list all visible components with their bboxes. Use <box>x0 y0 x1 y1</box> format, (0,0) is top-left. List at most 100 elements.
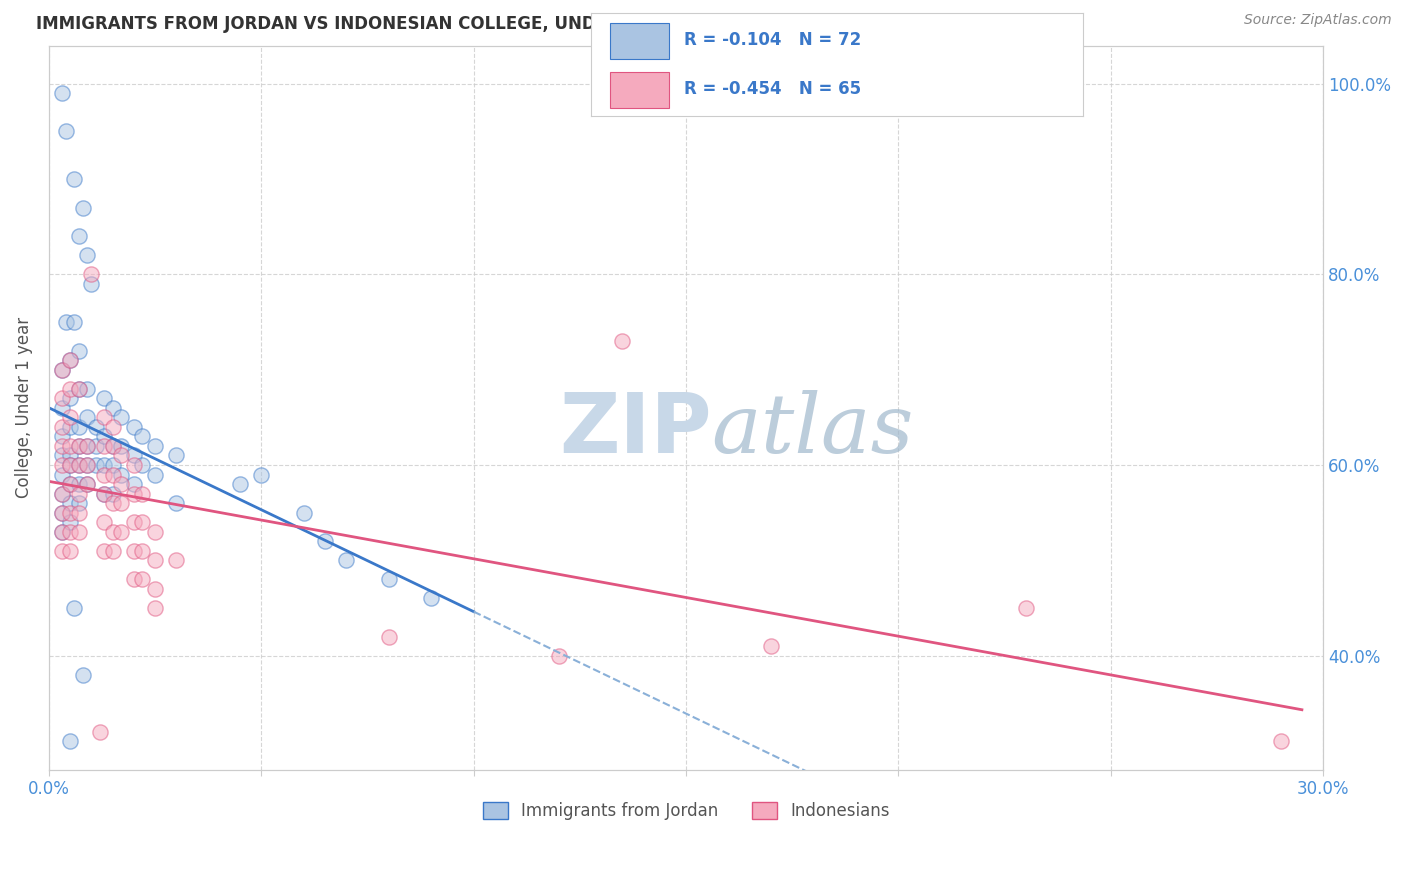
Point <box>72 667 94 681</box>
Point <box>59 420 82 434</box>
Point <box>51 362 73 376</box>
Point <box>143 553 166 567</box>
Point <box>131 573 153 587</box>
Point <box>229 477 252 491</box>
Point <box>93 486 115 500</box>
Point <box>51 543 73 558</box>
Point <box>76 439 98 453</box>
Point <box>110 477 132 491</box>
Point <box>67 458 90 472</box>
Point <box>93 392 115 406</box>
Point <box>143 439 166 453</box>
Point <box>143 601 166 615</box>
Point <box>122 486 145 500</box>
Point <box>67 496 90 510</box>
Point <box>101 524 124 539</box>
Point <box>59 477 82 491</box>
Point <box>122 449 145 463</box>
Point <box>131 458 153 472</box>
Point <box>59 382 82 396</box>
Point <box>250 467 273 482</box>
Point <box>122 543 145 558</box>
Text: Source: ZipAtlas.com: Source: ZipAtlas.com <box>1244 13 1392 28</box>
Point <box>122 458 145 472</box>
Point <box>143 467 166 482</box>
Point <box>59 458 82 472</box>
Point <box>51 87 73 101</box>
Point <box>84 420 107 434</box>
Point <box>110 439 132 453</box>
Point <box>51 486 73 500</box>
Point <box>165 553 187 567</box>
Point <box>59 734 82 748</box>
Point <box>612 334 634 348</box>
Point <box>76 477 98 491</box>
Point <box>131 515 153 529</box>
Point <box>101 543 124 558</box>
Point <box>420 591 443 606</box>
Point <box>59 449 82 463</box>
Point <box>67 382 90 396</box>
Point <box>51 458 73 472</box>
Point <box>51 486 73 500</box>
Point <box>292 506 315 520</box>
Point <box>93 458 115 472</box>
Text: IMMIGRANTS FROM JORDAN VS INDONESIAN COLLEGE, UNDER 1 YEAR CORRELATION CHART: IMMIGRANTS FROM JORDAN VS INDONESIAN COL… <box>37 15 897 33</box>
Point <box>76 458 98 472</box>
Point <box>101 496 124 510</box>
Point <box>59 477 82 491</box>
Point <box>51 401 73 415</box>
Point <box>51 362 73 376</box>
Point <box>759 639 782 653</box>
Point <box>84 439 107 453</box>
Point <box>335 553 357 567</box>
Point <box>67 229 90 244</box>
Point <box>76 382 98 396</box>
Point <box>67 524 90 539</box>
Point <box>67 439 90 453</box>
Point <box>122 420 145 434</box>
Bar <box>610 72 669 108</box>
Point <box>165 496 187 510</box>
Point <box>101 486 124 500</box>
Point <box>51 467 73 482</box>
Point <box>59 496 82 510</box>
Point <box>51 439 73 453</box>
Point <box>110 496 132 510</box>
Point <box>55 315 77 329</box>
Legend: Immigrants from Jordan, Indonesians: Immigrants from Jordan, Indonesians <box>477 796 896 827</box>
Point <box>59 515 82 529</box>
Point <box>59 458 82 472</box>
Point <box>93 439 115 453</box>
Point <box>101 401 124 415</box>
Point <box>76 248 98 262</box>
Point <box>59 524 82 539</box>
Point <box>67 420 90 434</box>
Point <box>59 543 82 558</box>
Point <box>51 449 73 463</box>
Text: atlas: atlas <box>711 390 914 469</box>
Point <box>547 648 569 663</box>
Point <box>101 420 124 434</box>
Point <box>314 534 336 549</box>
Point <box>110 449 132 463</box>
Point <box>93 410 115 425</box>
Point <box>51 506 73 520</box>
Point <box>67 486 90 500</box>
Point <box>51 524 73 539</box>
Point <box>122 573 145 587</box>
Point <box>131 429 153 443</box>
Point <box>84 458 107 472</box>
Point <box>93 467 115 482</box>
Point <box>110 524 132 539</box>
Point <box>76 439 98 453</box>
Point <box>80 268 103 282</box>
Point <box>131 486 153 500</box>
Point <box>101 458 124 472</box>
Point <box>76 477 98 491</box>
Point <box>377 573 399 587</box>
Point <box>76 410 98 425</box>
Point <box>51 392 73 406</box>
Point <box>63 601 86 615</box>
Point <box>377 630 399 644</box>
